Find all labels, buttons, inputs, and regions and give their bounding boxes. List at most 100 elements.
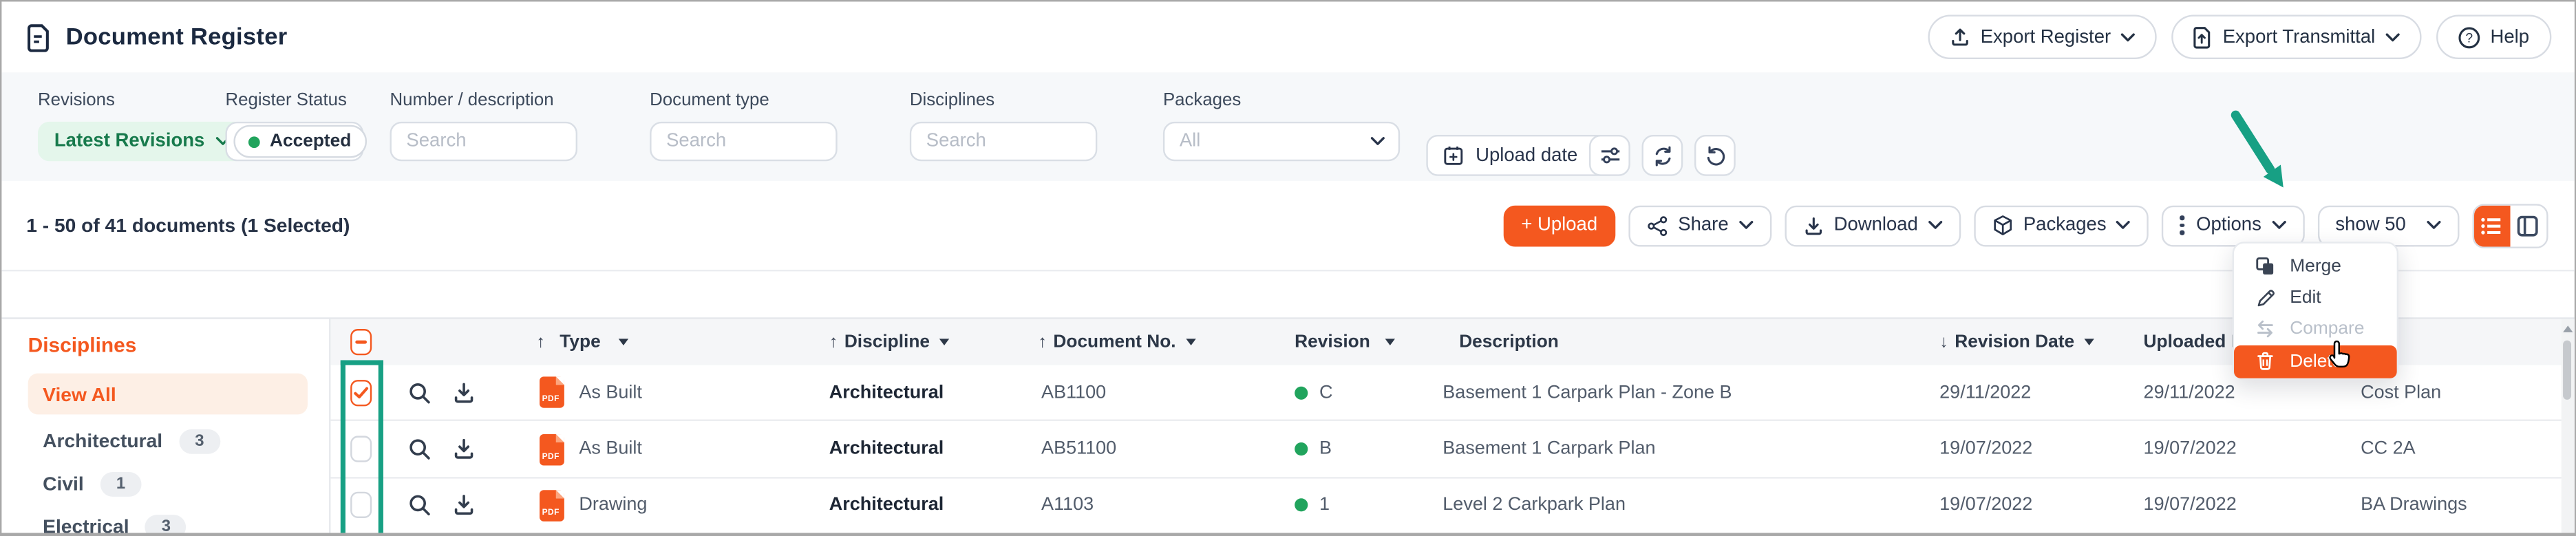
table-toolbar: 1 - 50 of 41 documents (1 Selected) + Up… [1, 180, 2574, 272]
preview-icon[interactable] [408, 494, 431, 517]
doc-number: A1103 [1041, 495, 1094, 516]
doc-revision-date: 29/11/2022 [1939, 383, 2032, 403]
sort-asc-icon: ↑ [829, 332, 838, 352]
help-button[interactable]: ? Help [2436, 14, 2551, 60]
preview-icon[interactable] [408, 381, 431, 404]
filter-caret-icon [2084, 339, 2094, 345]
packages-button[interactable]: Packages [1974, 204, 2149, 246]
filter-packages: Packages All [1162, 90, 1401, 162]
share-button[interactable]: Share [1628, 204, 1771, 246]
upload-button[interactable]: + Upload [1503, 204, 1616, 246]
column-header-description[interactable]: Description [1459, 332, 1559, 352]
row-checkbox[interactable] [349, 492, 372, 519]
preview-icon[interactable] [408, 438, 431, 460]
document-type-input[interactable] [650, 121, 838, 162]
count-badge: 3 [179, 428, 220, 453]
doc-number: AB1100 [1041, 383, 1107, 403]
revisions-select[interactable]: Latest Revisions [37, 121, 248, 162]
sort-asc-icon: ↑ [536, 332, 545, 352]
column-header-document-no[interactable]: ↑ Document No. [999, 332, 1248, 352]
scroll-up-arrow-icon[interactable] [2562, 325, 2573, 332]
list-view-button[interactable] [2473, 204, 2510, 246]
table-row[interactable]: PDF As Built Architectural AB51100 B Bas… [330, 422, 2574, 479]
filter-settings-button[interactable] [1589, 135, 1630, 176]
revision-status-dot [1295, 385, 1308, 400]
sidebar-item-view-all[interactable]: View All [28, 373, 308, 415]
count-badge: 1 [100, 471, 142, 496]
chevron-down-icon [1928, 221, 1943, 229]
sync-icon [1654, 145, 1670, 166]
kebab-icon [2180, 215, 2185, 235]
doc-type: As Built [579, 439, 642, 460]
column-header-revision[interactable]: Revision [1248, 332, 1413, 352]
download-button[interactable]: Download [1784, 204, 1961, 246]
reset-group [1694, 135, 1736, 176]
menu-item-delete[interactable]: Delete [2234, 345, 2397, 378]
merge-icon [2256, 257, 2274, 275]
vertical-scrollbar[interactable] [2560, 319, 2574, 533]
options-button[interactable]: Options [2162, 204, 2304, 246]
doc-revision-date: 19/07/2022 [1939, 495, 2033, 516]
row-checkbox[interactable] [349, 379, 372, 406]
select-all-checkbox[interactable] [349, 329, 372, 356]
export-transmittal-button[interactable]: Export Transmittal [2171, 14, 2422, 60]
sidebar-item-electrical[interactable]: Electrical 3 [1, 505, 329, 533]
menu-item-merge[interactable]: Merge [2234, 250, 2397, 281]
upload-date-button[interactable]: Upload date [1426, 135, 1621, 176]
reset-filters-button[interactable] [1694, 135, 1736, 176]
disciplines-label: Disciplines [909, 90, 995, 111]
status-dot [248, 136, 260, 147]
chevron-down-icon [1370, 137, 1385, 145]
filter-caret-icon [939, 339, 950, 345]
chevron-down-icon [2116, 221, 2131, 229]
list-view-icon [2481, 217, 2501, 234]
download-row-icon[interactable] [452, 381, 475, 404]
upload-date-group: Upload date [1426, 135, 1621, 176]
download-row-icon[interactable] [452, 438, 475, 460]
download-row-icon[interactable] [452, 494, 475, 517]
toolbar-actions: + Upload Share [1503, 203, 2548, 248]
filter-register-status: Register Status Accepted [225, 90, 366, 162]
export-register-label: Export Register [1980, 27, 2111, 47]
table-header-row: ↑ Type ↑ Discipline ↑ Document No. Revis… [330, 319, 2574, 365]
table-row[interactable]: PDF Drawing Architectural A1103 1 Level … [330, 478, 2573, 532]
packages-select[interactable]: All [1162, 121, 1401, 162]
doc-type: As Built [579, 383, 642, 403]
split-view-button[interactable] [2509, 204, 2546, 246]
document-type-label: Document type [650, 90, 769, 111]
show-count-select[interactable]: show 50 [2317, 204, 2459, 246]
app-header: Document Register Export Register Export… [1, 1, 2574, 73]
disciplines-input[interactable] [909, 121, 1098, 162]
row-checkbox[interactable] [349, 436, 372, 462]
revision-status-dot [1295, 499, 1308, 513]
doc-discipline: Architectural [829, 439, 944, 460]
pdf-file-icon: PDF [540, 490, 564, 522]
column-header-type[interactable]: ↑ Type [492, 332, 788, 352]
share-icon [1648, 215, 1668, 235]
file-export-icon [2193, 25, 2211, 48]
number-description-input[interactable] [390, 121, 577, 162]
filter-caret-icon [619, 339, 629, 345]
reset-icon [1706, 145, 1725, 165]
sidebar-item-architectural[interactable]: Architectural 3 [1, 420, 329, 462]
revisions-label: Revisions [37, 90, 115, 111]
scrollbar-thumb[interactable] [2562, 340, 2572, 400]
table-row[interactable]: PDF As Built Architectural AB1100 C Base… [330, 365, 2574, 422]
sync-button[interactable] [1641, 135, 1683, 176]
chevron-down-icon [1738, 221, 1753, 229]
disciplines-sidebar: Disciplines View All Architectural 3 Civ… [1, 319, 331, 533]
edit-icon [2257, 289, 2275, 307]
menu-item-edit[interactable]: Edit [2234, 281, 2397, 313]
upload-date-label: Upload date [1476, 145, 1578, 166]
register-status-select[interactable]: Accepted [225, 121, 366, 162]
column-header-discipline[interactable]: ↑ Discipline [788, 332, 999, 352]
doc-package: CC 2A [2361, 439, 2416, 460]
sidebar-item-civil[interactable]: Civil 1 [1, 462, 329, 505]
doc-revision: C [1319, 383, 1333, 403]
export-register-button[interactable]: Export Register [1928, 14, 2158, 60]
column-header-revision-date[interactable]: ↓ Revision Date [1923, 332, 2127, 352]
main-content: Disciplines View All Architectural 3 Civ… [1, 317, 2574, 533]
chevron-down-icon [2385, 32, 2400, 41]
status-chip: Accepted [233, 125, 366, 158]
